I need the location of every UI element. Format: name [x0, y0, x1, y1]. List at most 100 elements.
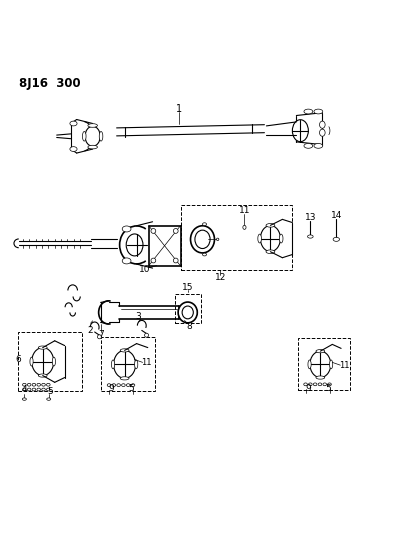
Ellipse shape — [120, 349, 129, 352]
Ellipse shape — [117, 384, 120, 386]
Ellipse shape — [330, 360, 333, 369]
Ellipse shape — [32, 348, 54, 376]
Ellipse shape — [318, 383, 322, 386]
Ellipse shape — [52, 357, 55, 366]
Text: 14: 14 — [330, 211, 342, 220]
Ellipse shape — [47, 383, 50, 386]
Text: 4: 4 — [22, 385, 28, 394]
Ellipse shape — [328, 383, 331, 386]
Text: 5: 5 — [325, 384, 331, 393]
Ellipse shape — [111, 360, 115, 369]
Ellipse shape — [151, 258, 156, 263]
Text: 11: 11 — [239, 206, 250, 215]
Text: 5: 5 — [128, 384, 134, 393]
Text: 8: 8 — [187, 322, 193, 332]
Ellipse shape — [323, 383, 326, 386]
Ellipse shape — [30, 357, 33, 366]
Ellipse shape — [32, 383, 36, 386]
Text: 3: 3 — [136, 312, 141, 321]
Ellipse shape — [114, 350, 136, 378]
Text: 12: 12 — [215, 273, 226, 282]
Ellipse shape — [99, 132, 103, 141]
Ellipse shape — [37, 383, 40, 386]
Ellipse shape — [38, 374, 47, 377]
Ellipse shape — [258, 234, 261, 243]
Ellipse shape — [195, 230, 210, 248]
Text: 9: 9 — [305, 384, 311, 393]
Ellipse shape — [292, 120, 308, 142]
Bar — [181, 205, 292, 270]
Bar — [18, 332, 82, 391]
Text: 9: 9 — [109, 384, 114, 393]
Bar — [298, 337, 350, 390]
Ellipse shape — [70, 147, 77, 151]
Text: 11: 11 — [339, 361, 350, 370]
Ellipse shape — [98, 335, 101, 339]
Ellipse shape — [88, 146, 98, 149]
Ellipse shape — [190, 226, 215, 253]
Ellipse shape — [304, 109, 313, 114]
Ellipse shape — [320, 121, 325, 128]
Ellipse shape — [333, 237, 339, 241]
Ellipse shape — [243, 225, 246, 229]
Ellipse shape — [107, 384, 111, 386]
Ellipse shape — [38, 346, 47, 349]
Ellipse shape — [37, 388, 40, 391]
Ellipse shape — [310, 351, 331, 377]
Ellipse shape — [308, 360, 311, 369]
Ellipse shape — [112, 384, 115, 386]
Ellipse shape — [316, 350, 325, 353]
Ellipse shape — [126, 384, 130, 386]
Ellipse shape — [28, 388, 31, 391]
Ellipse shape — [202, 253, 207, 256]
Ellipse shape — [23, 388, 26, 391]
Ellipse shape — [266, 250, 275, 254]
Ellipse shape — [22, 398, 26, 400]
Ellipse shape — [131, 384, 135, 386]
Ellipse shape — [23, 383, 26, 386]
Ellipse shape — [70, 121, 77, 126]
Text: 1: 1 — [175, 104, 181, 114]
Ellipse shape — [88, 124, 98, 127]
Ellipse shape — [313, 383, 317, 386]
Ellipse shape — [307, 235, 313, 238]
Ellipse shape — [120, 377, 129, 380]
Text: 13: 13 — [305, 213, 316, 222]
Ellipse shape — [126, 234, 143, 256]
Ellipse shape — [28, 383, 31, 386]
Ellipse shape — [217, 238, 219, 240]
Ellipse shape — [309, 383, 312, 386]
Ellipse shape — [134, 360, 138, 369]
Ellipse shape — [32, 388, 36, 391]
Text: 8J16  300: 8J16 300 — [19, 77, 80, 90]
Ellipse shape — [42, 388, 45, 391]
Ellipse shape — [173, 229, 178, 233]
Ellipse shape — [122, 384, 125, 386]
Ellipse shape — [122, 226, 131, 232]
Ellipse shape — [173, 258, 178, 263]
Ellipse shape — [83, 132, 86, 141]
Ellipse shape — [145, 333, 149, 337]
Bar — [175, 294, 200, 323]
Text: 11: 11 — [141, 358, 152, 367]
Text: 10: 10 — [139, 265, 150, 274]
Ellipse shape — [304, 143, 313, 148]
Ellipse shape — [316, 376, 325, 379]
Ellipse shape — [202, 223, 207, 225]
Ellipse shape — [314, 109, 323, 114]
Text: 5: 5 — [47, 387, 53, 397]
Ellipse shape — [314, 143, 323, 148]
Text: 2: 2 — [87, 326, 93, 335]
Ellipse shape — [42, 383, 45, 386]
Ellipse shape — [304, 383, 307, 386]
Ellipse shape — [47, 398, 51, 400]
Ellipse shape — [122, 258, 131, 264]
Text: 15: 15 — [182, 283, 194, 292]
Ellipse shape — [178, 302, 197, 323]
Ellipse shape — [320, 129, 325, 136]
Ellipse shape — [182, 306, 193, 319]
Ellipse shape — [85, 126, 100, 146]
Ellipse shape — [47, 388, 50, 391]
Ellipse shape — [279, 234, 283, 243]
Text: 6: 6 — [15, 354, 21, 364]
